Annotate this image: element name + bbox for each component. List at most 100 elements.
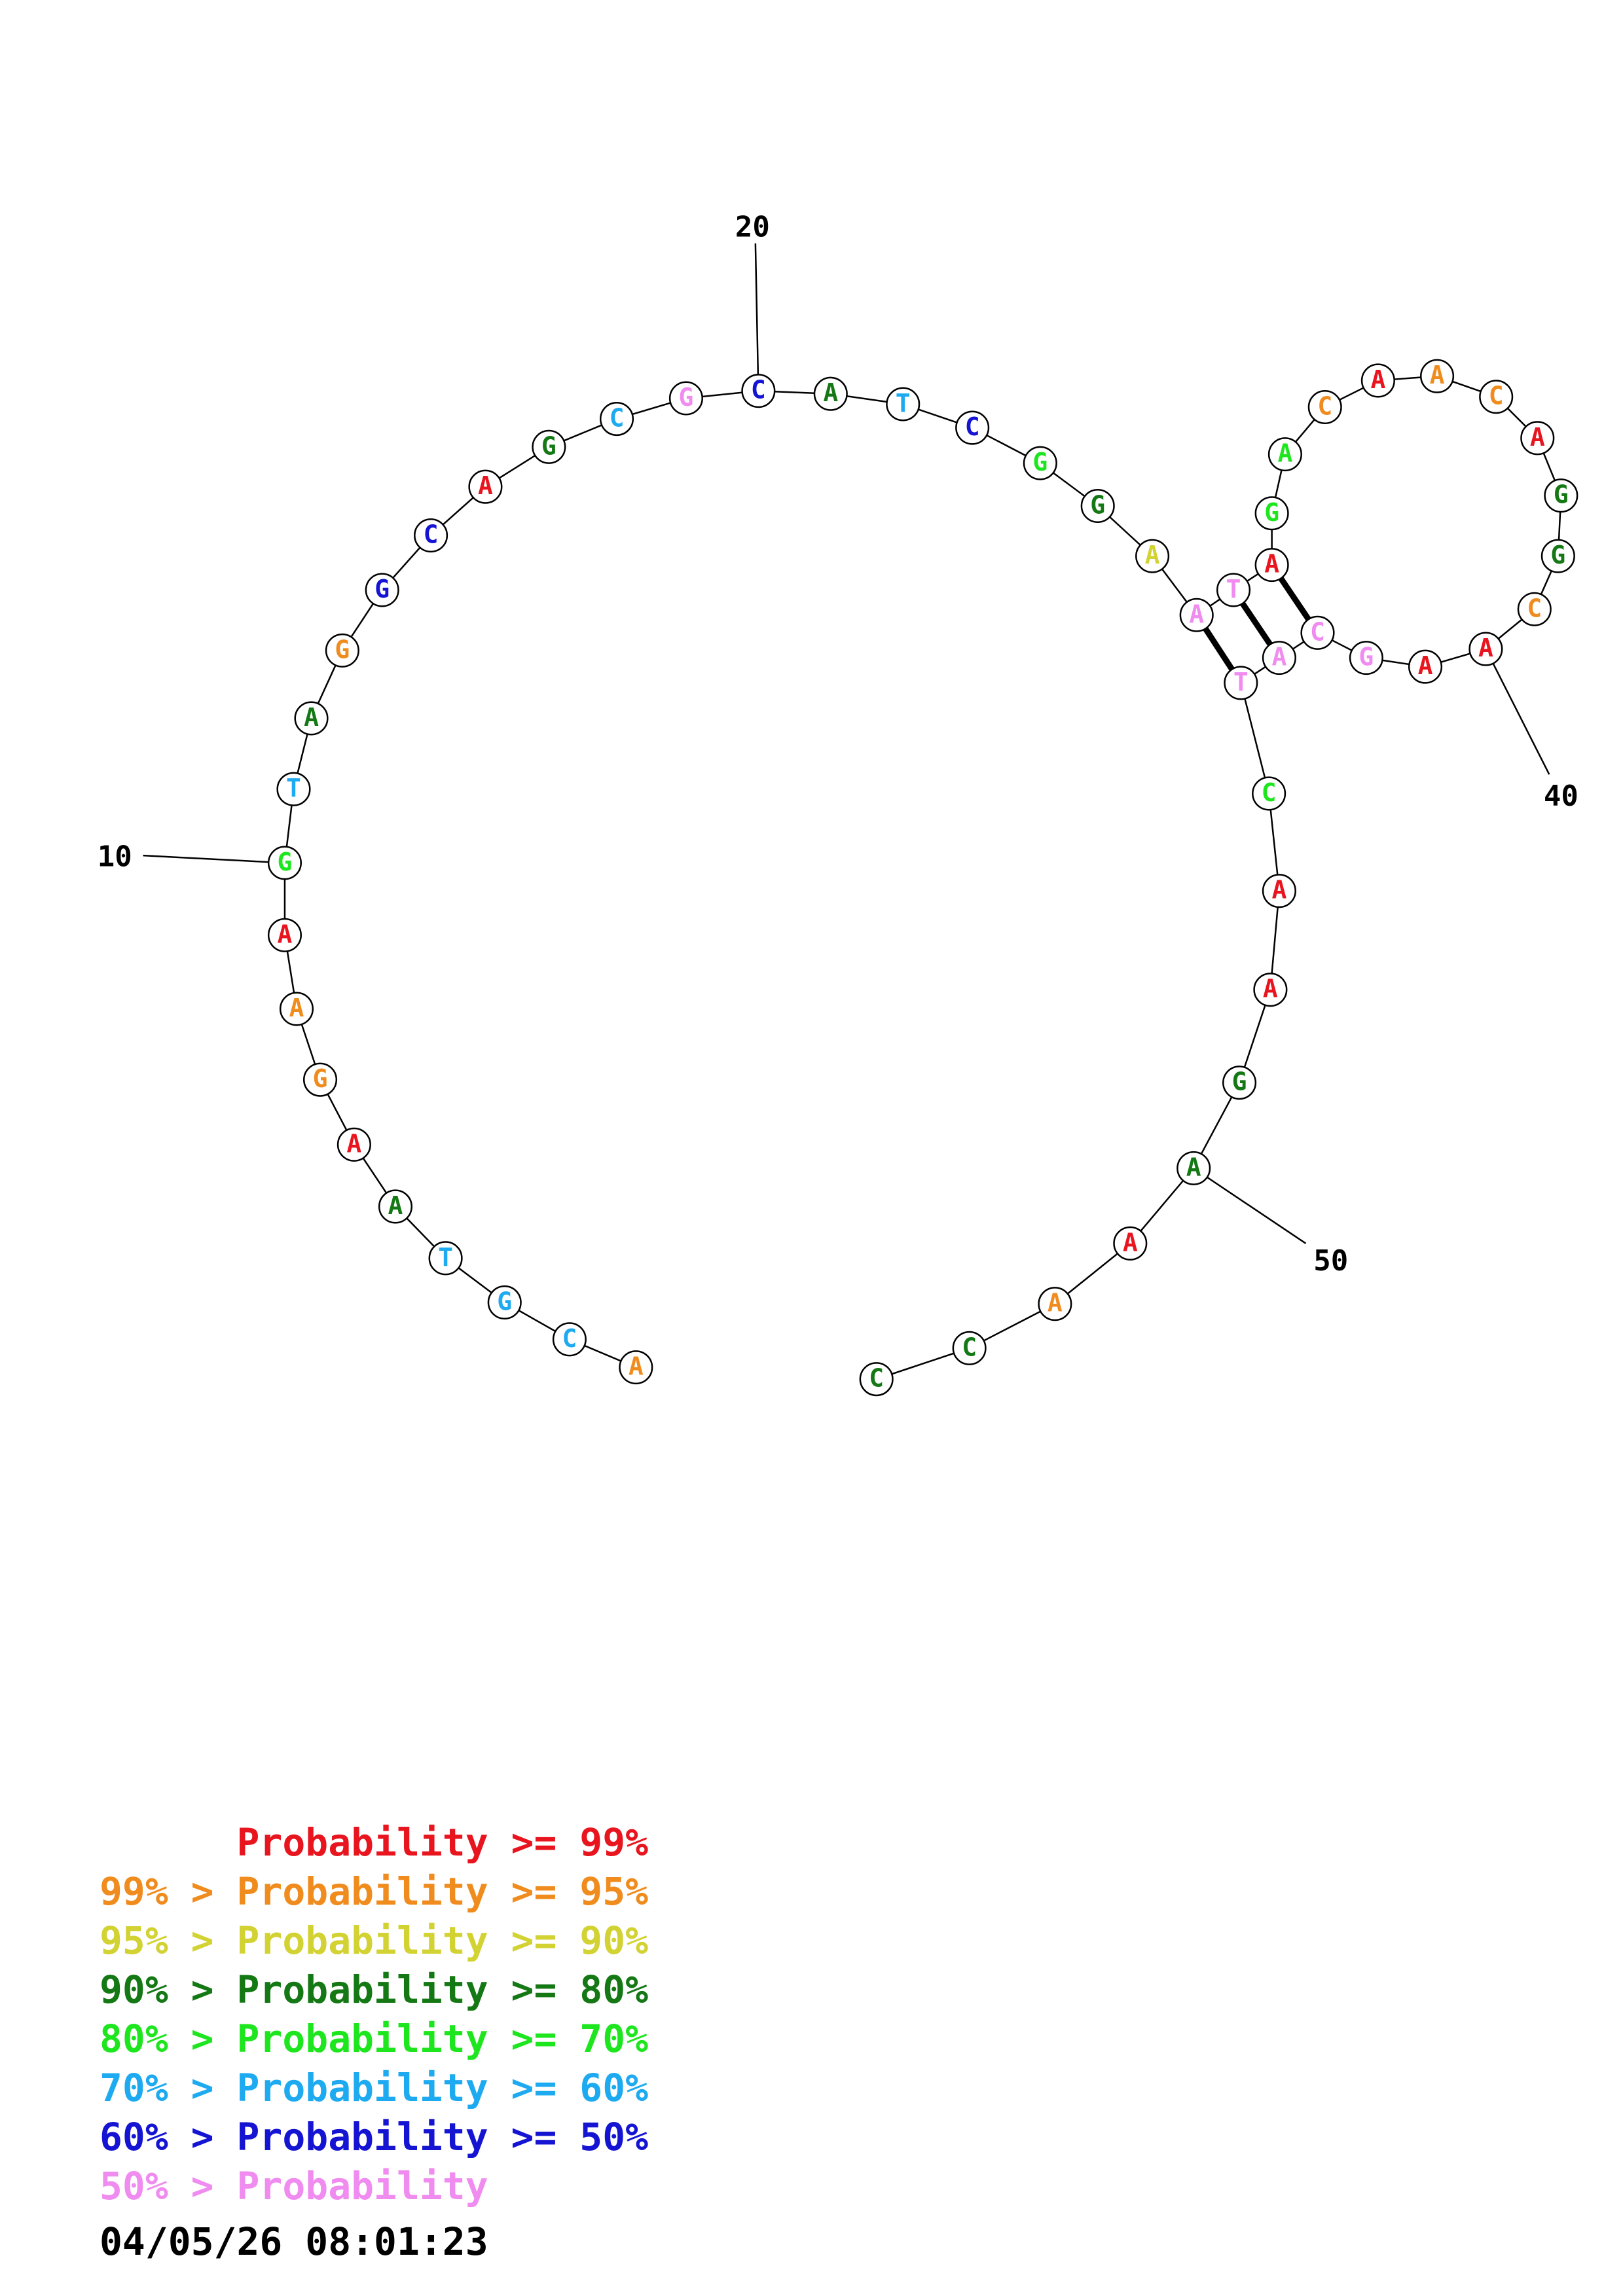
nucleotide-circle	[267, 918, 302, 952]
nucleotide: A	[619, 1350, 653, 1385]
nucleotide-base: G	[1550, 541, 1565, 569]
nucleotide-circle	[428, 1241, 463, 1276]
nucleotide-circle	[1113, 1226, 1148, 1261]
nucleotide-circle	[1179, 598, 1214, 632]
nucleotide: C	[414, 518, 448, 553]
nucleotide-circle	[1267, 437, 1302, 472]
nucleotide-base: A	[346, 1129, 361, 1158]
nucleotide: A	[294, 701, 329, 736]
legend-label: Probability >= 50%	[236, 2115, 649, 2159]
nucleotide-circle	[279, 992, 314, 1026]
nucleotide-base: A	[1264, 550, 1279, 579]
nucleotide-circle	[365, 573, 399, 607]
nucleotide: C	[955, 410, 990, 445]
nucleotide: C	[1479, 380, 1514, 414]
nucleotide-circle	[1349, 641, 1383, 675]
nucleotide: A	[378, 1189, 413, 1224]
backbone-segment	[1240, 683, 1270, 794]
legend-label: Probability >= 99%	[236, 1820, 649, 1865]
position-label-40: 40	[1544, 780, 1578, 813]
legend-row: 95% > Probability >= 90%	[100, 1916, 648, 1965]
nucleotide-circle	[741, 374, 776, 408]
nucleotide: A	[1262, 641, 1296, 675]
legend-prefix: 95% >	[100, 1918, 237, 1963]
nucleotide: A	[267, 918, 302, 952]
nucleotide-circle	[1253, 973, 1288, 1007]
nucleotide: A	[1360, 363, 1395, 398]
nucleotide: G	[1544, 478, 1578, 513]
nucleotide: A	[1038, 1287, 1072, 1321]
nucleotide-circle	[1544, 478, 1578, 513]
position-label-20: 20	[735, 210, 770, 243]
nucleotide: G	[267, 846, 302, 880]
nucleotide-circle	[1517, 592, 1552, 626]
nucleotide: C	[1517, 592, 1552, 626]
nucleotide-circle	[294, 701, 329, 736]
nucleotide-circle	[668, 381, 703, 416]
nucleotide-base: T	[286, 774, 301, 802]
legend-prefix: 99% >	[100, 1869, 237, 1914]
nucleotide-base: G	[1264, 498, 1279, 527]
position-label-line	[143, 854, 285, 864]
backbone-lines	[283, 375, 1562, 1380]
nucleotide-base: T	[1226, 575, 1241, 603]
nucleotide-base: G	[1232, 1067, 1247, 1096]
nucleotide-base: G	[678, 383, 693, 412]
nucleotide-base: A	[1271, 876, 1286, 905]
nucleotide-circle	[1307, 389, 1342, 425]
nucleotide-base: G	[497, 1287, 512, 1316]
legend-prefix: 90% >	[100, 1967, 237, 2012]
nucleotide-base: G	[335, 635, 350, 664]
nucleotide-circle	[378, 1189, 413, 1224]
nucleotide-circle	[1541, 539, 1575, 573]
nucleotide: C	[552, 1322, 587, 1357]
nucleotide-circle	[1038, 1287, 1072, 1321]
legend-prefix: 70% >	[100, 2066, 237, 2110]
nucleotide: A	[1468, 632, 1503, 666]
nucleotide-circle	[886, 387, 921, 422]
nucleotide: A	[1254, 548, 1289, 583]
nucleotide-base: G	[541, 431, 556, 460]
nucleotide: G	[532, 429, 566, 464]
nucleotide-circle	[1254, 548, 1289, 583]
nucleotide-base: A	[1277, 439, 1292, 468]
nucleotide-circle	[325, 633, 359, 668]
nucleotide: A	[1253, 973, 1288, 1007]
legend-row: 50% > Probability	[100, 2162, 648, 2211]
nucleotide: T	[1216, 573, 1251, 607]
nucleotide-circle	[1224, 666, 1258, 700]
nucleotide-base: A	[278, 920, 293, 948]
nucleotide-base: A	[1189, 600, 1204, 628]
legend-label: Probability >= 60%	[236, 2066, 649, 2110]
nucleotide-base: A	[1145, 541, 1160, 569]
nucleotide: G	[487, 1285, 522, 1320]
nucleotide: G	[1023, 446, 1057, 480]
nucleotide: G	[1541, 539, 1575, 573]
nucleotide-circle	[1135, 539, 1170, 573]
nucleotide: C	[599, 401, 634, 437]
nucleotide-circle	[599, 401, 634, 437]
nucleotide: A	[1135, 539, 1170, 573]
nucleotide: G	[365, 573, 399, 607]
position-labels: 10 20 40 50	[98, 210, 1578, 1278]
legend-row: 60% > Probability >= 50%	[100, 2113, 648, 2162]
nucleotide-circle	[276, 772, 311, 806]
nucleotide: G	[325, 633, 359, 668]
legend-label: Probability >= 80%	[236, 1967, 649, 2012]
nucleotide-circle	[532, 429, 566, 464]
legend-prefix: 50% >	[100, 2164, 237, 2208]
nucleotide: C	[1300, 615, 1335, 650]
nucleotide-base: C	[1317, 392, 1332, 421]
nucleotide: T	[1224, 666, 1258, 700]
nucleotide-base: A	[1418, 651, 1433, 680]
nucleotide-circle	[1479, 380, 1514, 414]
nucleotide: G	[1222, 1066, 1257, 1100]
legend-row: 99% > Probability >= 95%	[100, 1867, 648, 1916]
nucleotide: A	[337, 1127, 371, 1162]
nucleotide-base: C	[610, 404, 625, 433]
nucleotide: A	[1262, 874, 1296, 908]
nucleotide-base: T	[438, 1243, 453, 1272]
nucleotide-circle	[1468, 632, 1503, 666]
nucleotide-circle	[468, 469, 503, 504]
